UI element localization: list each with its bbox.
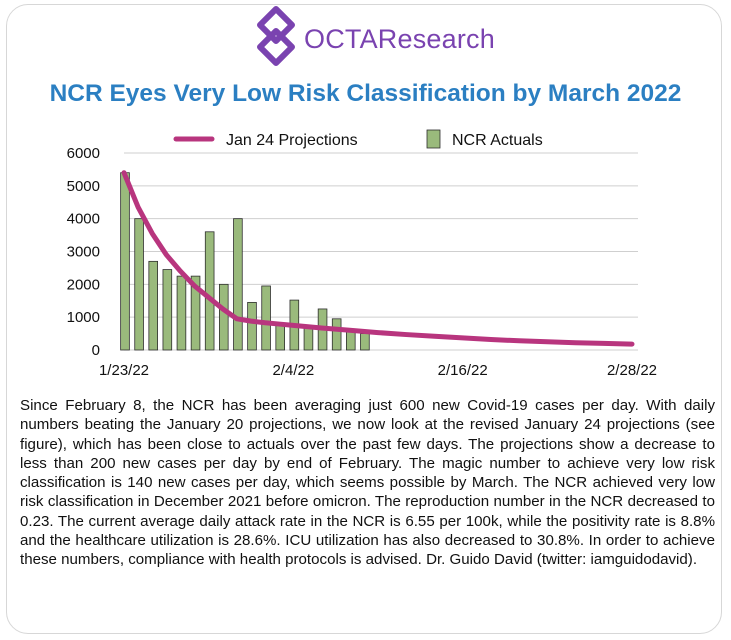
y-tick-label: 4000 (67, 211, 100, 228)
bar (134, 218, 144, 351)
bar (233, 218, 243, 351)
bar (346, 329, 356, 351)
page-title: NCR Eyes Very Low Risk Classification by… (49, 80, 682, 107)
bar (204, 231, 215, 351)
x-tick-label: 2/16/22 (438, 362, 488, 379)
y-tick-label: 3000 (67, 244, 100, 261)
y-tick-label: 6000 (67, 145, 100, 162)
bar (360, 333, 370, 351)
logo: OCTAResearch (252, 4, 495, 70)
bar (303, 326, 314, 351)
legend-bar-swatch (426, 129, 441, 149)
bar (190, 275, 201, 351)
y-tick-label: 0 (92, 342, 100, 359)
bar (176, 275, 187, 351)
legend-label: Jan 24 Projections (226, 132, 358, 149)
bar (275, 323, 285, 351)
chart: 0 1000 2000 3000 4000 5000 6000 1/23/22 2/4/22 2/… (67, 129, 657, 379)
y-tick-label: 5000 (67, 178, 100, 195)
bar (162, 269, 173, 351)
bar (331, 318, 342, 351)
x-tick-label: 2/4/22 (272, 362, 314, 379)
bar (261, 285, 271, 351)
legend-label: NCR Actuals (452, 132, 543, 149)
description-paragraph: Since February 8, the NCR has been avera… (20, 397, 715, 569)
x-tick-label: 1/23/22 (99, 362, 149, 379)
x-tick-label: 2/28/22 (607, 362, 657, 379)
projection-line (121, 170, 635, 347)
bar (219, 283, 229, 351)
octa-logo-icon (257, 6, 295, 66)
bar (148, 260, 158, 351)
logo-text: OCTAResearch (304, 24, 495, 54)
y-tick-label: 2000 (67, 276, 100, 293)
bar (120, 172, 130, 351)
bar (247, 301, 257, 351)
y-tick-label: 1000 (67, 309, 100, 326)
